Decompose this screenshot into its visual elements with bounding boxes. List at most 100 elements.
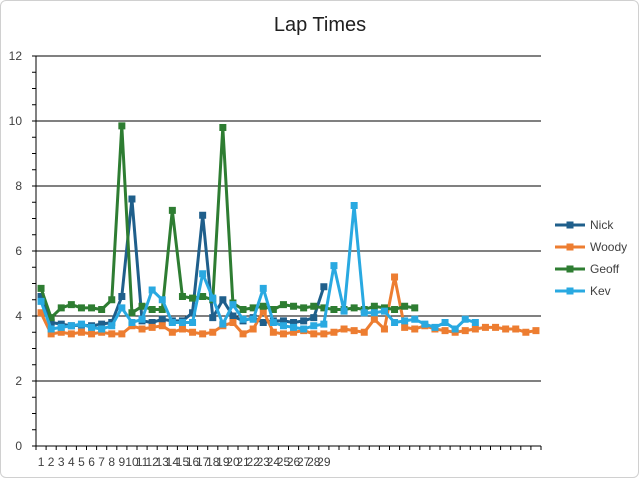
data-point (148, 306, 156, 313)
y-tick-label: 6 (15, 244, 22, 258)
data-point (108, 296, 116, 304)
data-point (229, 312, 237, 320)
x-tick-label: 21 (236, 455, 250, 469)
data-point (118, 122, 126, 130)
data-point (512, 325, 520, 333)
data-point (391, 306, 399, 313)
x-tick-label: 9 (119, 455, 126, 469)
data-point (37, 293, 45, 300)
legend-swatch-marker (566, 243, 574, 251)
data-point (37, 297, 45, 305)
data-point (199, 211, 207, 219)
data-point (219, 320, 227, 328)
data-point (249, 325, 257, 333)
data-point (249, 315, 257, 323)
data-point (88, 304, 96, 312)
x-tick-label: 24 (267, 455, 281, 469)
data-point (370, 315, 378, 323)
data-point (148, 319, 156, 326)
data-point (290, 323, 298, 331)
data-point (158, 322, 166, 330)
data-point (158, 315, 166, 323)
data-point (401, 302, 409, 310)
series-line-geoff (39, 124, 416, 320)
x-tick-label: 4 (68, 455, 75, 469)
x-tick-label: 3 (58, 455, 65, 469)
data-point (98, 306, 106, 313)
data-point (269, 306, 277, 313)
data-point (118, 330, 126, 338)
legend-item-woody: Woody (555, 240, 627, 254)
data-point (209, 328, 217, 336)
data-point (138, 315, 146, 323)
y-tick-label: 4 (15, 309, 22, 323)
y-tick-label: 12 (9, 49, 23, 63)
data-point (522, 328, 530, 336)
data-point (57, 304, 65, 312)
data-point (269, 319, 277, 326)
x-tick-label: 22 (246, 455, 260, 469)
legend-item-kev: Kev (555, 284, 611, 298)
data-point (340, 325, 348, 333)
data-point (168, 328, 176, 336)
data-point (330, 262, 338, 270)
data-point (290, 319, 298, 326)
series-geoff (37, 122, 419, 322)
data-point (290, 328, 298, 336)
legend-label: Kev (590, 284, 611, 298)
data-point (128, 309, 136, 317)
data-point (330, 328, 338, 336)
data-point (370, 302, 378, 310)
data-point (441, 327, 449, 335)
data-point (229, 301, 237, 309)
data-point (320, 283, 328, 291)
x-tick-label: 7 (98, 455, 105, 469)
y-tick-label: 2 (15, 374, 22, 388)
data-point (401, 323, 409, 331)
chart-title: Lap Times (274, 14, 366, 36)
data-point (411, 315, 419, 323)
data-point (441, 319, 449, 326)
data-point (67, 322, 75, 330)
data-point (168, 206, 176, 214)
x-tick-label: 13 (156, 455, 170, 469)
data-point (259, 307, 267, 315)
legend-label: Nick (590, 218, 614, 232)
x-tick-label: 2 (48, 455, 55, 469)
data-point (532, 327, 540, 335)
data-point (128, 195, 136, 203)
x-tick-label: 8 (108, 455, 115, 469)
data-point (158, 296, 166, 304)
data-point (189, 309, 197, 317)
data-point (380, 307, 388, 315)
x-tick-label: 1 (38, 455, 45, 469)
data-point (77, 328, 85, 336)
data-point (128, 319, 136, 326)
data-point (330, 306, 338, 313)
data-point (300, 304, 308, 312)
data-point (411, 325, 419, 333)
legend-label: Woody (590, 240, 627, 254)
data-point (279, 330, 287, 338)
data-point (67, 301, 75, 309)
data-point (108, 322, 116, 330)
legend: Nick Woody Geoff Kev (555, 218, 627, 298)
data-point (461, 315, 469, 323)
data-point (77, 320, 85, 328)
x-tick-label: 28 (307, 455, 321, 469)
x-tick-label: 17 (196, 455, 210, 469)
data-point (310, 314, 318, 322)
data-point (259, 302, 267, 310)
x-tick-label: 10 (125, 455, 139, 469)
data-point (178, 319, 186, 326)
data-point (47, 325, 55, 333)
data-point (178, 293, 186, 300)
data-point (118, 304, 126, 312)
data-point (310, 322, 318, 330)
data-point (279, 322, 287, 330)
y-tick-label: 0 (15, 439, 22, 453)
data-point (199, 330, 207, 338)
data-point (502, 325, 510, 333)
data-point (108, 330, 116, 338)
